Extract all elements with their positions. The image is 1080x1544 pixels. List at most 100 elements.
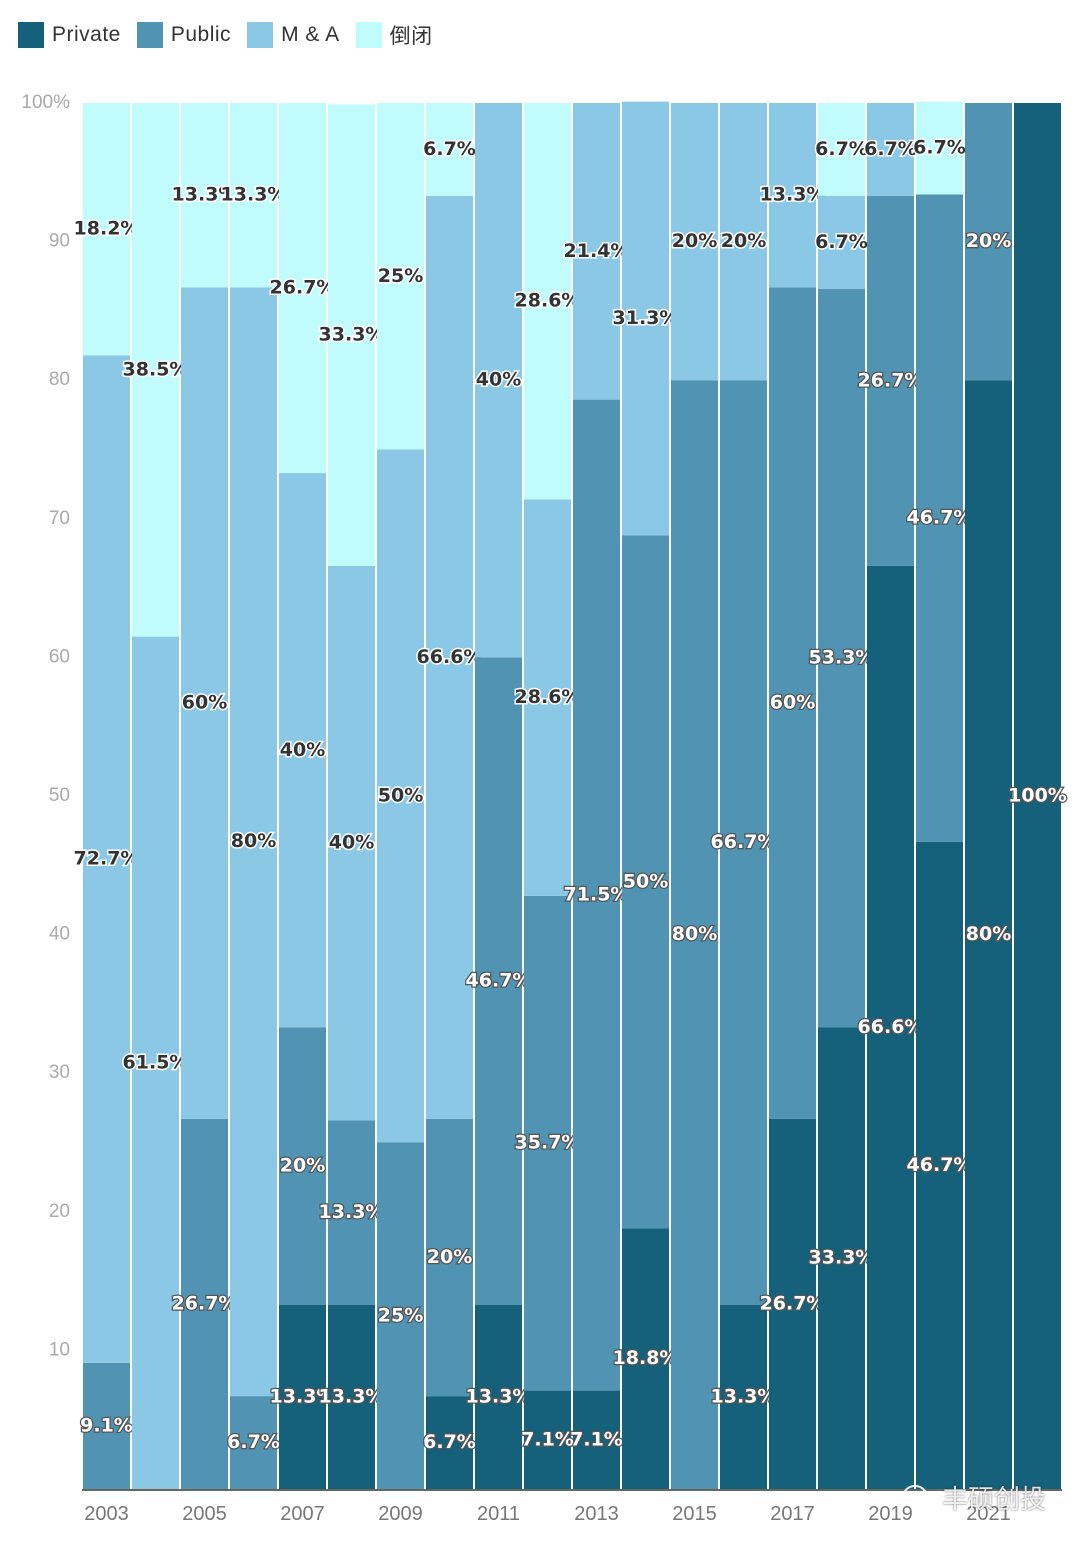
x-tick-label: 2003 [84,1503,129,1525]
bar-segment-ma-2003 [83,355,130,1363]
data-label: 13.3% [221,184,287,206]
legend-item-0: Private [18,22,121,48]
data-label: 6.7% [815,138,868,160]
data-label: 35.7% [515,1132,581,1154]
data-label: 13.3% [172,184,238,206]
bar-segment--2020 [916,101,963,195]
x-tick-label: 2015 [672,1503,717,1525]
x-tick-label: 2019 [868,1503,913,1525]
bar-segment-ma-2014 [622,101,669,536]
data-label: 13.3% [270,1385,336,1407]
bar-segment-public-2010 [426,1118,473,1397]
data-label: 18.8% [613,1347,679,1369]
bar-segment-public-2003 [83,1362,130,1489]
x-tick-label: 2017 [770,1503,815,1525]
data-label: 71.5% [564,884,630,906]
bar-segment-public-2014 [622,535,669,1229]
data-label: 20% [721,230,766,252]
legend-swatch [136,22,163,48]
bar-segment-public-2007 [279,1027,326,1305]
data-label: 26.7% [858,369,924,391]
data-label: 40% [329,832,374,854]
data-label: 25% [378,1304,423,1326]
data-label: 72.7% [74,848,140,870]
data-label: 20% [966,230,1011,252]
bar-segment-public-2008 [328,1120,375,1305]
legend-label: M & A [281,23,340,46]
bar-segment-ma-2006 [230,287,277,1397]
data-label: 13.3% [319,1201,385,1223]
y-tick-label: 20 [49,1201,70,1222]
y-tick-label: 100% [21,92,70,113]
data-label: 26.7% [760,1292,826,1314]
bar-segment-ma-2008 [328,565,375,1121]
bar-segment-private-2020 [916,841,963,1489]
y-tick-label: 90 [49,231,70,252]
legend-label: 倒闭 [389,25,433,48]
legend-swatch [18,22,44,48]
bar-segment--2004 [132,103,179,637]
data-label: 6.7% [815,231,868,253]
data-label: 66.6% [417,646,483,668]
data-label: 7.1% [521,1428,574,1450]
bar-segment-private-2014 [622,1228,669,1489]
data-label: 33.3% [319,324,385,346]
data-label: 6.7% [913,137,966,159]
data-label: 38.5% [123,358,189,380]
bar-segment--2005 [181,103,228,288]
bar-segment-ma-2012 [524,499,571,896]
data-label: 9.1% [80,1414,133,1436]
y-tick-label: 80 [49,369,70,390]
legend-label: Public [170,23,232,46]
data-label: 6.7% [423,1431,476,1453]
data-label: 61.5% [123,1051,189,1073]
data-label: 66.6% [858,1016,924,1038]
data-label: 7.1% [570,1428,623,1450]
y-tick-label: 40 [49,924,70,945]
bar-segment-private-2013 [573,1390,620,1489]
chart-legend: Private Public M & A 倒闭 [18,18,449,52]
data-label: 26.7% [270,277,336,299]
data-label: 6.7% [864,138,917,160]
data-label: 46.7% [907,1154,973,1176]
bar-segment--2009 [377,103,424,450]
x-tick-label: 2007 [280,1503,325,1525]
data-label: 46.7% [907,507,973,529]
bar-segment-private-2011 [475,1304,522,1489]
y-tick-label: 10 [49,1339,70,1360]
data-label: 13.3% [466,1385,532,1407]
y-tick-label: 60 [49,646,70,667]
data-label: 80% [231,830,276,852]
data-label: 21.4% [564,240,630,262]
bar-segment-ma-2004 [132,636,179,1489]
bar-segment-ma-2011 [475,103,522,658]
bar-segment-ma-2018 [818,195,865,289]
bar-segment-ma-2009 [377,449,424,1143]
data-label: 6.7% [423,138,476,160]
bar-segment-private-2008 [328,1304,375,1489]
bar-segment-public-2006 [230,1396,277,1489]
bar-segment-ma-2017 [769,103,816,288]
bar-segment-private-2018 [818,1027,865,1489]
data-label: 25% [378,265,423,287]
x-tick-label: 2009 [378,1503,423,1525]
bar-segment--2012 [524,103,571,500]
data-label: 18.2% [74,218,140,240]
data-label: 80% [672,923,717,945]
bar-segment-public-2012 [524,895,571,1391]
bar-segment-ma-2007 [279,473,326,1028]
wechat-icon [902,1484,934,1510]
bar-segment--2018 [818,103,865,196]
legend-label: Private [52,23,121,46]
y-tick-label: 70 [49,508,70,529]
bar-segment-public-2016 [720,380,767,1305]
x-tick-label: 2011 [477,1503,520,1525]
bar-segment-private-2017 [769,1118,816,1489]
bar-segment-public-2017 [769,287,816,1119]
bar-segment--2006 [230,103,277,288]
data-label: 13.3% [711,1385,777,1407]
data-label: 66.7% [711,831,777,853]
bar-segment-public-2018 [818,288,865,1028]
bar-segment-ma-2010 [426,195,473,1119]
